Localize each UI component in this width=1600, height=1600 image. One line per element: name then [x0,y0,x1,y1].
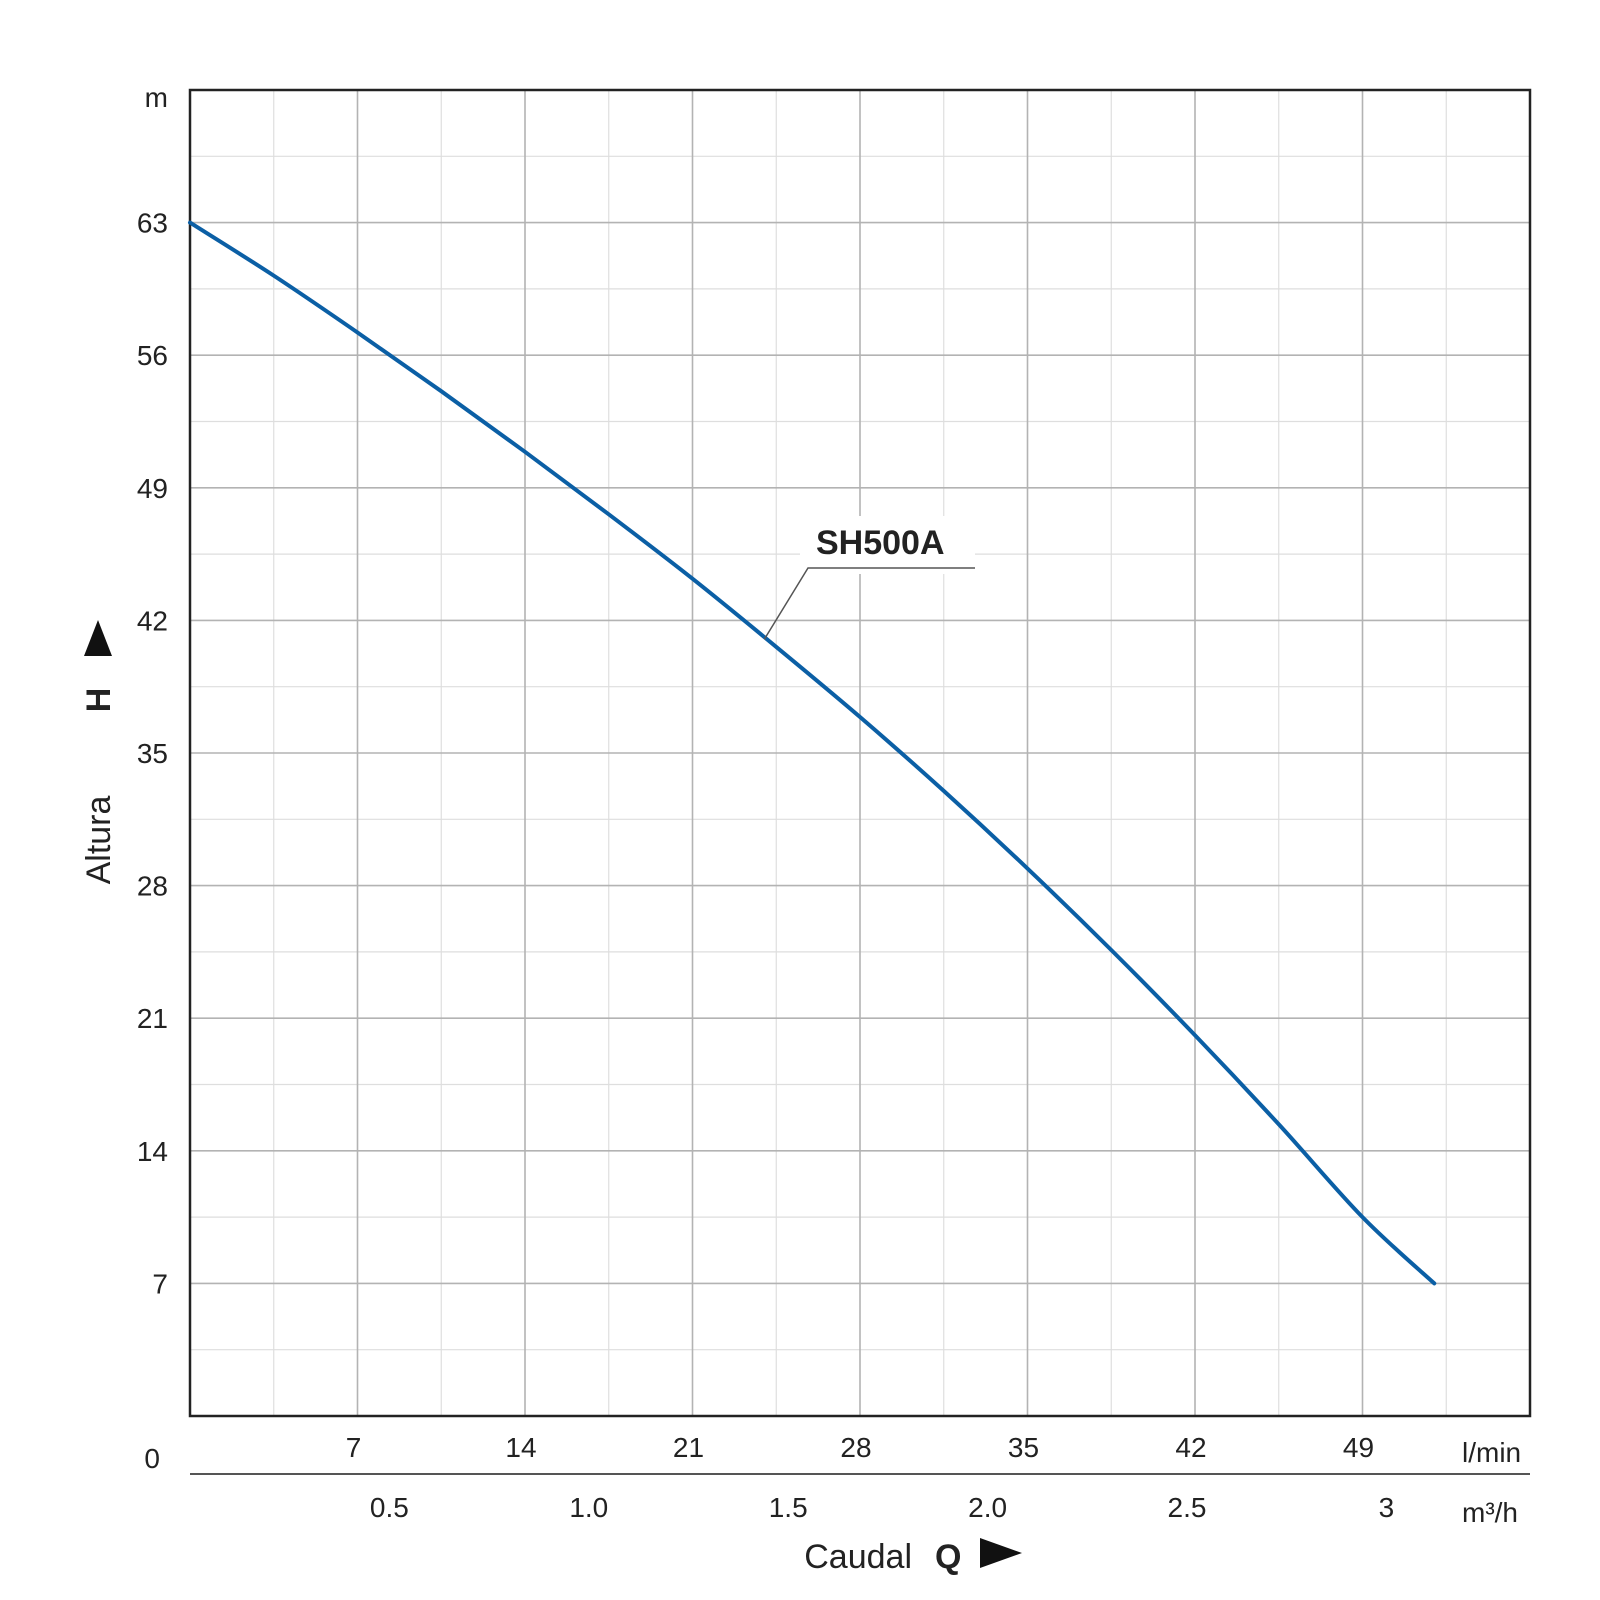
x-axis-arrow-icon [980,1538,1022,1568]
series-label-leader [763,567,975,640]
x-tick-labels: 7 14 21 28 35 42 49 [346,1432,1374,1463]
y-tick-label: 21 [137,1003,168,1034]
x-tick-label: 35 [1008,1432,1039,1463]
x-tick-label: 42 [1175,1432,1206,1463]
y-tick-label: 49 [137,473,168,504]
x2-tick-label: 2.0 [968,1492,1007,1523]
x-tick-label: 49 [1343,1432,1374,1463]
x2-tick-label: 1.0 [569,1492,608,1523]
y-unit-label: m [145,82,168,113]
y-tick-label: 63 [137,208,168,239]
y-tick-label: 35 [137,738,168,769]
y-axis-symbol: H [80,688,118,713]
series-line-sh500a [188,220,1437,1286]
plot-frame [188,88,1532,1418]
origin-label: 0 [144,1443,160,1474]
x2-unit-label: m³/h [1462,1497,1518,1528]
y-tick-label: 28 [137,871,168,902]
y-tick-label: 7 [152,1268,168,1299]
major-grid [190,90,1530,1416]
x-tick-label: 21 [673,1432,704,1463]
x-tick-label: 7 [346,1432,362,1463]
x-axis-title: Caudal [804,1538,912,1576]
x2-tick-label: 3 [1379,1492,1395,1523]
y-axis-title: Altura [80,796,118,885]
x-unit-label: l/min [1462,1437,1521,1468]
x-tick-label: 14 [505,1432,536,1463]
y-tick-label: 56 [137,340,168,371]
x2-tick-label: 2.5 [1168,1492,1207,1523]
y-axis-arrow-icon [84,620,112,656]
y-tick-labels: 7 14 21 28 35 42 49 56 63 [137,208,168,1300]
x2-tick-labels: 0.5 1.0 1.5 2.0 2.5 3 [370,1492,1394,1523]
y-tick-label: 42 [137,605,168,636]
series-label-background [800,516,975,574]
series-label: SH500A [816,524,945,562]
y-tick-label: 14 [137,1136,168,1167]
x2-tick-label: 1.5 [769,1492,808,1523]
x2-tick-label: 0.5 [370,1492,409,1523]
x-axis-symbol: Q [935,1538,961,1576]
x-tick-label: 28 [840,1432,871,1463]
